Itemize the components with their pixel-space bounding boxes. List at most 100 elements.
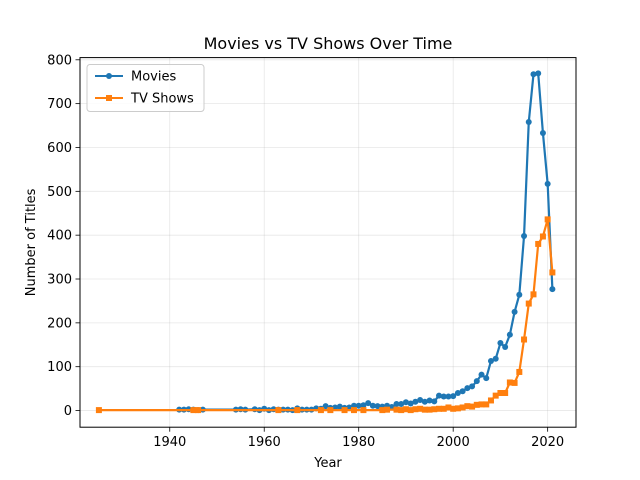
data-point-tv-shows (454, 405, 461, 412)
data-point-movies (407, 400, 414, 407)
y-tick-label: 500 (47, 185, 72, 200)
data-point-tv-shows (544, 216, 551, 223)
data-point-tv-shows (327, 407, 334, 414)
data-point-tv-shows (384, 406, 391, 413)
data-point-tv-shows (469, 403, 476, 410)
data-point-movies (539, 130, 546, 137)
data-point-tv-shows (506, 379, 513, 386)
data-point-movies (393, 400, 400, 407)
x-tick-label: 1940 (153, 435, 186, 450)
data-point-tv-shows (317, 407, 324, 414)
y-tick-label: 800 (47, 53, 72, 68)
data-point-movies (388, 404, 395, 411)
legend-marker-tv-shows (106, 95, 112, 101)
data-point-tv-shows (341, 407, 348, 414)
data-point-movies (398, 400, 405, 407)
data-point-tv-shows (402, 406, 409, 413)
data-point-movies (365, 400, 372, 407)
y-tick-label: 600 (47, 141, 72, 156)
data-point-movies (402, 399, 409, 406)
data-point-movies (431, 398, 438, 405)
data-point-tv-shows (502, 390, 509, 397)
data-point-tv-shows (511, 379, 518, 386)
data-point-movies (336, 403, 343, 410)
plot-frame (79, 57, 577, 428)
data-point-movies (374, 403, 381, 410)
data-point-movies (332, 404, 339, 411)
data-point-movies (511, 308, 518, 315)
data-point-movies (445, 393, 452, 400)
data-point-tv-shows (421, 406, 428, 413)
data-point-tv-shows (464, 403, 471, 410)
data-point-tv-shows (398, 407, 405, 414)
data-point-movies (502, 343, 509, 350)
chart-title: Movies vs TV Shows Over Time (204, 34, 453, 53)
data-point-tv-shows (535, 240, 542, 247)
data-point-movies (464, 385, 471, 392)
data-point-tv-shows (393, 406, 400, 413)
data-point-movies (549, 286, 556, 293)
y-tick-label: 200 (47, 316, 72, 331)
data-point-movies (355, 402, 362, 409)
data-point-tv-shows (95, 407, 102, 414)
grid (80, 57, 576, 428)
data-point-tv-shows (492, 392, 499, 399)
x-tick-label: 1980 (342, 435, 375, 450)
data-point-tv-shows (450, 405, 457, 412)
data-point-movies (478, 371, 485, 378)
legend: Movies TV Shows (86, 64, 205, 112)
data-point-movies (360, 402, 367, 409)
data-point-movies (322, 403, 329, 410)
data-point-movies (530, 71, 537, 78)
data-point-movies (469, 383, 476, 390)
data-point-movies (369, 402, 376, 409)
data-point-movies (440, 393, 447, 400)
x-axis: 1940 1960 1980 2000 2020 (153, 427, 564, 450)
data-point-tv-shows (530, 291, 537, 298)
data-point-movies (346, 404, 353, 411)
data-point-movies (516, 291, 523, 298)
data-point-movies (521, 233, 528, 240)
data-point-tv-shows (417, 405, 424, 412)
x-tick-label: 1960 (248, 435, 281, 450)
y-tick-label: 300 (47, 273, 72, 288)
y-axis-label: Number of Titles (24, 188, 39, 296)
data-point-movies (525, 119, 532, 126)
data-point-movies (417, 397, 424, 404)
data-point-tv-shows (478, 401, 485, 408)
legend-label-tv-shows: TV Shows (130, 92, 194, 107)
y-tick-label: 700 (47, 97, 72, 112)
data-point-tv-shows (539, 233, 546, 240)
y-tick-label: 100 (47, 360, 72, 375)
data-point-tv-shows (275, 407, 282, 414)
data-point-tv-shows (426, 406, 433, 413)
data-point-tv-shows (350, 407, 357, 414)
data-point-movies (544, 180, 551, 187)
data-point-tv-shows (431, 406, 438, 413)
data-point-movies (473, 378, 480, 385)
data-point-tv-shows (360, 407, 367, 414)
x-tick-label: 2000 (437, 435, 470, 450)
y-tick-label: 0 (64, 404, 72, 419)
data-point-movies (535, 70, 542, 77)
data-point-tv-shows (473, 401, 480, 408)
data-point-tv-shows (487, 397, 494, 404)
data-point-tv-shows (407, 407, 414, 414)
data-point-movies (436, 392, 443, 399)
x-axis-label: Year (313, 456, 342, 471)
data-point-tv-shows (195, 407, 202, 414)
data-point-movies (426, 397, 433, 404)
data-point-tv-shows (521, 336, 528, 343)
data-point-tv-shows (497, 390, 504, 397)
data-point-tv-shows (379, 407, 386, 414)
data-point-tv-shows (549, 269, 556, 276)
x-tick-label: 2020 (531, 435, 564, 450)
data-point-tv-shows (440, 405, 447, 412)
data-point-movies (450, 393, 457, 400)
data-point-movies (421, 398, 428, 405)
data-point-tv-shows (459, 404, 466, 411)
data-point-tv-shows (516, 368, 523, 375)
data-point-movies (497, 340, 504, 347)
data-point-tv-shows (525, 300, 532, 307)
